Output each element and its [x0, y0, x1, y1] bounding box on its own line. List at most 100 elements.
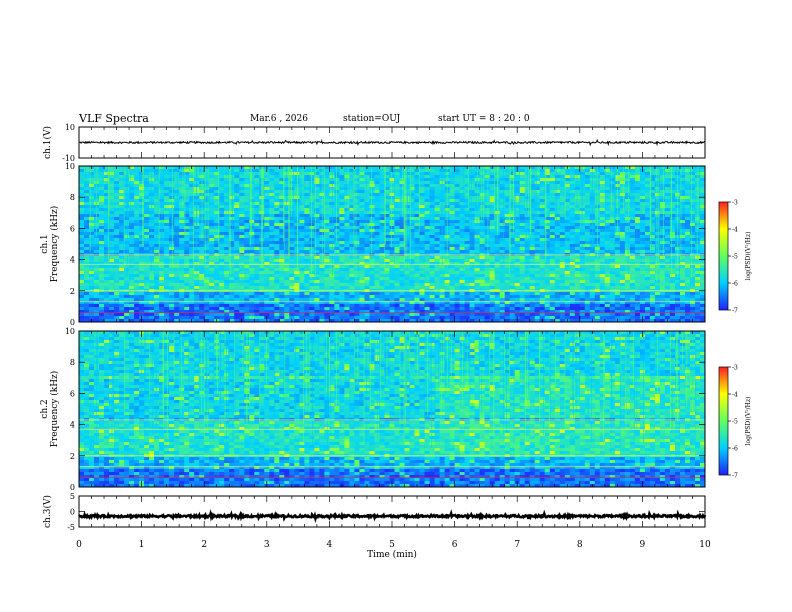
ch1-spectrogram-cell	[419, 241, 425, 245]
ch1-spectrogram-cell	[449, 181, 455, 185]
ch1-spectrogram-cell	[254, 247, 260, 251]
ch1-spectrogram-cell	[384, 205, 390, 209]
ch1-spectrogram-cell	[364, 184, 370, 188]
ch1-spectrogram-cell	[334, 271, 340, 275]
ch1-spectrogram-cell	[124, 313, 130, 317]
ch1-spectrogram-cell	[149, 283, 155, 287]
ch1-spectrogram-cell	[294, 181, 300, 185]
ch1-spectrogram-cell	[384, 283, 390, 287]
ch1-spectrogram-cell	[234, 208, 240, 212]
ch1-spectrogram-cell	[134, 202, 140, 206]
ch1-spectrogram-cell	[539, 265, 546, 269]
ch1-spectrogram-cell	[304, 244, 310, 248]
ch1-spectrogram-cell	[104, 244, 110, 248]
ch1-spectrogram-cell	[214, 199, 220, 203]
ch1-spectrogram-cell	[329, 265, 335, 269]
ch1-spectrogram-cell	[389, 187, 395, 191]
ch1-spectrogram-cell	[249, 319, 255, 323]
ch1-spectrogram-cell	[449, 208, 455, 212]
ch1-spectrogram-cell	[384, 217, 390, 221]
ch1-spectrogram-cell	[109, 241, 115, 245]
ch1-spectrogram-cell	[294, 211, 300, 215]
ch1-spectrogram-cell	[309, 268, 315, 272]
ch1-spectrogram-cell	[199, 238, 205, 242]
ch1-spectrogram-cell	[544, 184, 551, 188]
ch1-spectrogram-cell	[529, 178, 536, 182]
ch1-spectrogram-cell	[284, 286, 290, 290]
ch1-spectrogram-cell	[294, 304, 300, 308]
ch1-spectrogram-cell	[244, 205, 250, 209]
ch1-spectrogram-cell	[219, 214, 225, 218]
ch1-spectrogram-cell	[309, 178, 315, 182]
ch1-spectrogram-cell	[519, 202, 526, 206]
ch1-spectrogram-cell	[414, 298, 420, 302]
ch1-spectrogram-cell	[374, 214, 380, 218]
ch1-spectrogram-cell	[259, 319, 265, 323]
ch1-spectrogram-cell	[314, 259, 320, 263]
ch1-spectrogram-cell	[309, 214, 315, 218]
ch1-spectrogram-cell	[364, 211, 370, 215]
ch1-spectrogram-cell	[364, 196, 370, 200]
ch1-spectrogram-cell	[179, 202, 185, 206]
ch1-spectrogram-cell	[179, 178, 185, 182]
ch1-spectrogram-cell	[379, 280, 385, 284]
ch1-spectrogram-cell	[204, 268, 210, 272]
ch1-spectrogram-cell	[504, 187, 511, 191]
ch1-spectrogram-cell	[144, 271, 150, 275]
ch1-spectrogram-cell	[419, 166, 425, 170]
ch1-spectrogram-cell	[534, 193, 541, 197]
ch1-spectrogram-cell	[184, 187, 190, 191]
ch1-spectrogram-cell	[499, 304, 506, 308]
ch1-spectrogram-cell	[174, 199, 180, 203]
ch1-spectrogram-cell	[299, 295, 305, 299]
ch1-spectrogram-cell	[99, 304, 105, 308]
ch1-spectrogram-cell	[424, 301, 430, 305]
ch1-spectrogram-cell	[334, 229, 340, 233]
ch1-spectrogram-cell	[294, 286, 300, 290]
ch1-spectrogram-cell	[504, 277, 511, 281]
ch1-spectrogram-cell	[489, 265, 496, 269]
ch1-spectrogram-cell	[499, 283, 506, 287]
ch1-spectrogram-cell	[189, 244, 195, 248]
ch1-spectrogram-cell	[164, 310, 170, 314]
ch1-spectrogram-cell	[144, 265, 150, 269]
ch1-spectrogram-cell	[244, 238, 250, 242]
ch1-spectrogram-cell	[209, 235, 215, 239]
ch1-spectrogram-cell	[244, 256, 250, 260]
ch1-spectrogram-cell	[234, 193, 240, 197]
ch1-spectrogram-cell	[204, 283, 210, 287]
ch1-spectrogram-cell	[334, 304, 340, 308]
ch1-spectrogram-cell	[489, 241, 496, 245]
ch1-spectrogram-cell	[344, 208, 350, 212]
ch1-spectrogram-cell	[184, 217, 190, 221]
ch1-spectrogram-cell	[434, 292, 440, 296]
ch1-spectrogram-cell	[374, 319, 380, 323]
ch1-spectrogram-cell	[379, 208, 385, 212]
ch1-spectrogram-cell	[204, 298, 210, 302]
ch1-spectrogram-cell	[474, 313, 480, 317]
ch1-spectrogram-cell	[539, 250, 546, 254]
ch1-spectrogram-cell	[119, 313, 125, 317]
ch1-spectrogram-cell	[154, 238, 160, 242]
ch1-spectrogram-cell	[539, 232, 546, 236]
ch1-spectrogram-cell	[244, 319, 250, 323]
ch1-spectrogram-cell	[309, 181, 315, 185]
ch1-spectrogram-cell	[434, 241, 440, 245]
ch1-spectrogram-cell	[144, 199, 150, 203]
ch1-spectrogram-cell	[269, 292, 275, 296]
ch1-spectrogram-cell	[444, 307, 450, 311]
ch1-spectrogram-cell	[314, 190, 320, 194]
ch1-spectrogram-cell	[144, 286, 150, 290]
ch1-spectrogram-cell	[239, 304, 245, 308]
ch1-spectrogram-cell	[204, 310, 210, 314]
ch1-spectrogram-cell	[269, 217, 275, 221]
ch1-spectrogram-cell	[274, 244, 280, 248]
ch1-spectrogram-cell	[214, 295, 220, 299]
ch1-spectrogram-cell	[454, 202, 460, 206]
ch1-spectrogram-cell	[369, 295, 375, 299]
ch1-spectrogram-cell	[184, 283, 190, 287]
ch1-spectrogram-cell	[114, 208, 120, 212]
ch1-spectrogram-cell	[279, 280, 285, 284]
ch1-spectrogram-cell	[264, 193, 270, 197]
ch1-spectrogram-cell	[359, 271, 365, 275]
